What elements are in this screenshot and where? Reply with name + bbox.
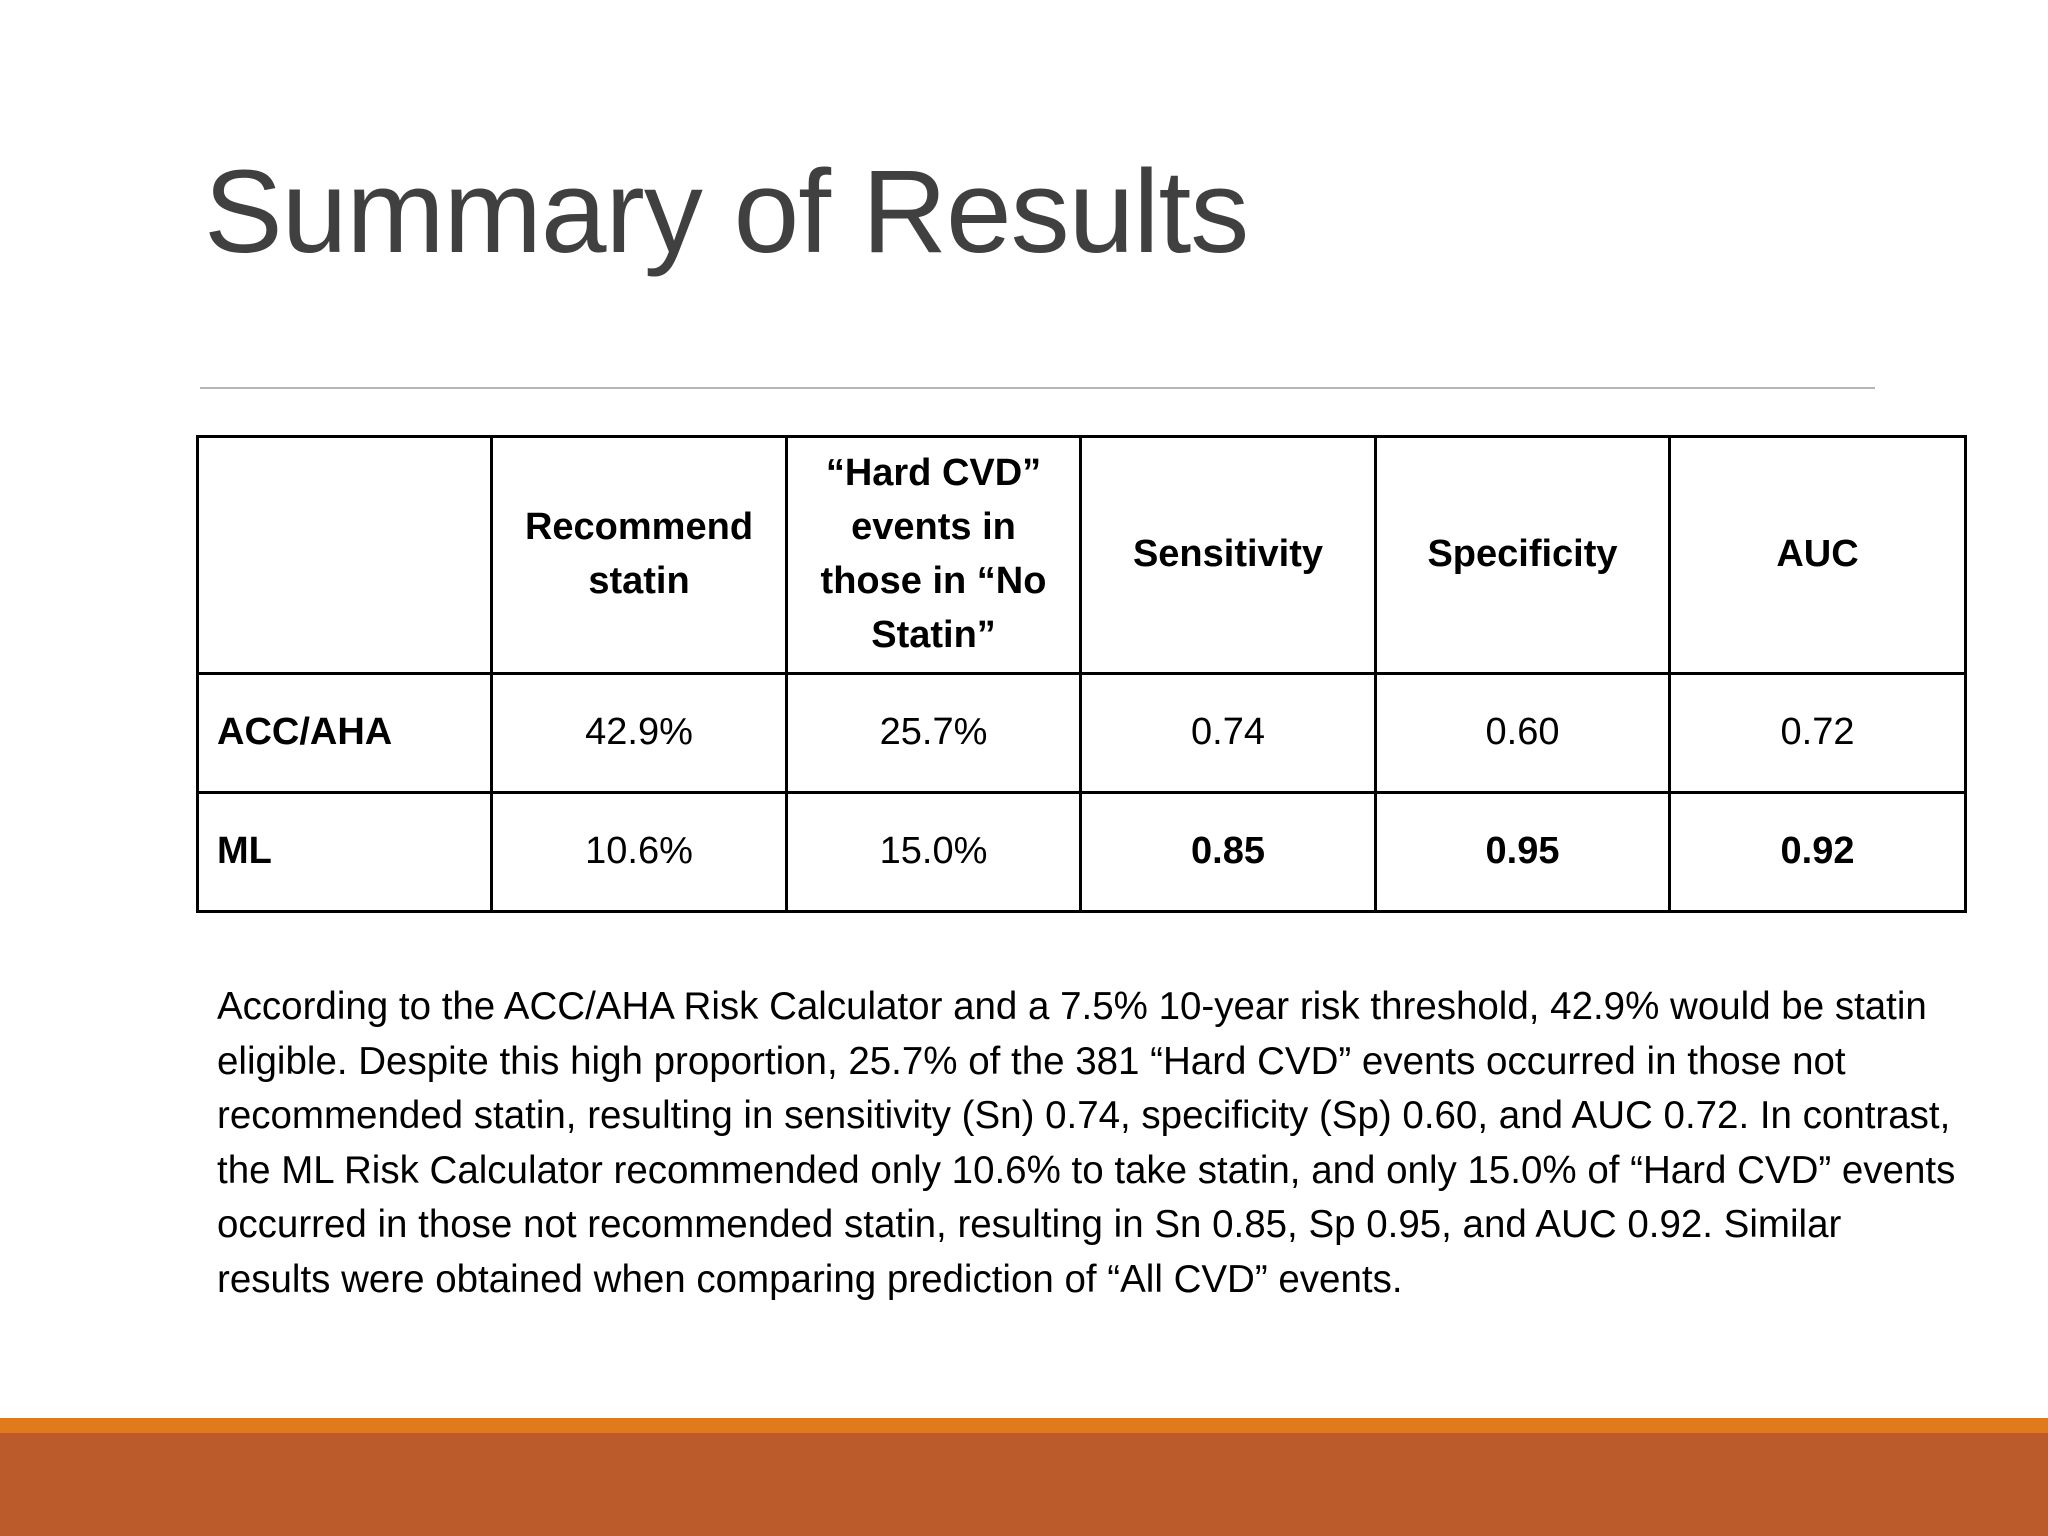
- row-label-acc-aha: ACC/AHA: [196, 672, 493, 794]
- table-header-empty: [196, 435, 493, 675]
- table-header-specificity: Specificity: [1374, 435, 1671, 675]
- table-row: ACC/AHA 42.9% 25.7% 0.74 0.60 0.72: [196, 672, 1967, 794]
- results-table: Recommend statin “Hard CVD” events in th…: [196, 435, 1967, 913]
- table-header-auc: AUC: [1668, 435, 1967, 675]
- cell-recommend-statin: 10.6%: [490, 791, 788, 913]
- footer-accent-bar: [0, 1418, 2048, 1433]
- row-label-ml: ML: [196, 791, 493, 913]
- cell-auc: 0.72: [1668, 672, 1967, 794]
- cell-sensitivity: 0.74: [1079, 672, 1377, 794]
- table-header-recommend-statin: Recommend statin: [490, 435, 788, 675]
- summary-paragraph: According to the ACC/AHA Risk Calculator…: [217, 985, 1956, 1301]
- cell-hard-cvd-events: 15.0%: [785, 791, 1082, 913]
- table-row: ML 10.6% 15.0% 0.85 0.95 0.92: [196, 791, 1967, 913]
- cell-hard-cvd-events: 25.7%: [785, 672, 1082, 794]
- cell-sensitivity: 0.85: [1079, 791, 1377, 913]
- footer-band: [0, 1433, 2048, 1536]
- table-header-hard-cvd-events: “Hard CVD” events in those in “No Statin…: [785, 435, 1082, 675]
- table-header-row: Recommend statin “Hard CVD” events in th…: [196, 435, 1967, 675]
- table-header-sensitivity: Sensitivity: [1079, 435, 1377, 675]
- title-divider: [200, 387, 1875, 389]
- cell-auc: 0.92: [1668, 791, 1967, 913]
- slide-title: Summary of Results: [204, 146, 1249, 278]
- cell-recommend-statin: 42.9%: [490, 672, 788, 794]
- cell-specificity: 0.60: [1374, 672, 1671, 794]
- cell-specificity: 0.95: [1374, 791, 1671, 913]
